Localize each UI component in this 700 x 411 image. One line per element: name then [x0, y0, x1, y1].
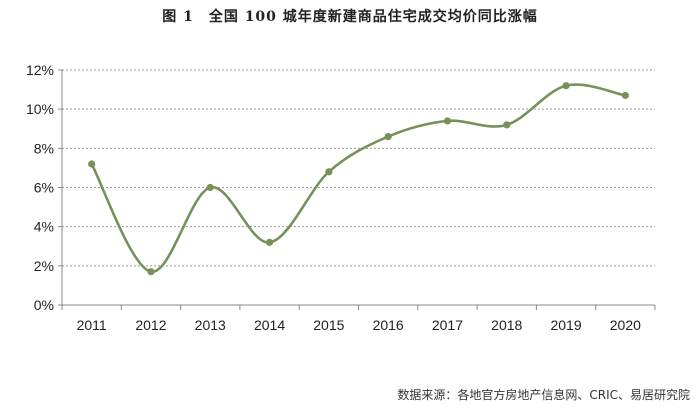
y-tick-label: 6%: [34, 180, 54, 196]
y-tick-label: 4%: [34, 219, 54, 235]
y-tick-label: 10%: [26, 101, 54, 117]
x-tick-label: 2016: [373, 317, 404, 333]
source-note: 数据来源：各地官方房地产信息网、CRIC、易居研究院: [397, 388, 690, 402]
x-tick-label: 2011: [77, 317, 107, 333]
y-tick-label: 12%: [26, 62, 54, 78]
data-point: [443, 117, 452, 125]
data-point: [503, 121, 511, 129]
data-point: [621, 91, 629, 100]
y-tick-label: 8%: [34, 140, 54, 156]
data-point: [325, 168, 333, 176]
data-point: [206, 183, 214, 192]
data-point: [265, 238, 274, 246]
series-line-group: [90, 83, 627, 274]
x-axis-ticks: 2011 2012 2013 2014 2015 2016 2017 2018 2019 2020: [61, 305, 656, 333]
x-tick-label: 2017: [432, 317, 463, 333]
x-tick-label: 2012: [135, 317, 166, 333]
y-tick-label: 0%: [34, 297, 54, 313]
x-tick-label: 2019: [550, 317, 581, 333]
y-axis-ticks: 0% 2% 4% 6% 8% 10% 12%: [26, 62, 62, 313]
data-points: [88, 82, 629, 276]
x-tick-label: 2014: [254, 317, 285, 333]
x-tick-label: 2013: [195, 317, 226, 333]
data-point: [88, 160, 96, 168]
gridlines: [62, 69, 655, 267]
chart-title: 图 1 全国 100 城年度新建商品住宅成交均价同比涨幅: [162, 9, 538, 25]
data-point: [562, 82, 570, 90]
y-tick-label: 2%: [34, 258, 54, 274]
data-point: [147, 268, 155, 276]
x-tick-label: 2018: [491, 317, 522, 333]
x-tick-label: 2015: [313, 317, 344, 333]
x-tick-label: 2020: [610, 317, 641, 333]
data-point: [384, 132, 392, 141]
series-line: [90, 83, 627, 274]
